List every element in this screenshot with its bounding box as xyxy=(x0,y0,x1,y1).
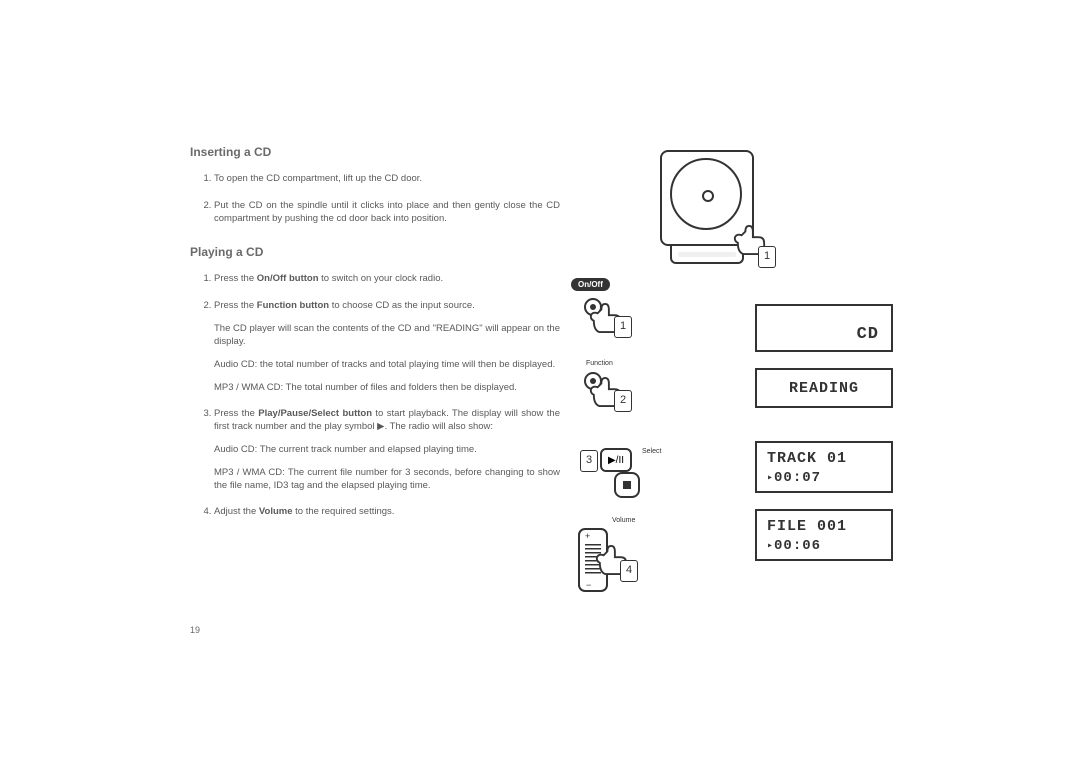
play-triangle-icon: ▸ xyxy=(767,540,774,553)
playing-list: Press the On/Off button to switch on you… xyxy=(190,273,560,519)
lcd-screen-reading: READING xyxy=(755,368,893,408)
lcd-line2: ▸00:06 xyxy=(767,537,881,555)
list-item: To open the CD compartment, lift up the … xyxy=(214,173,560,186)
text: Press the xyxy=(214,273,257,284)
bold-text: On/Off button xyxy=(257,273,319,284)
list-item: Press the Play/Pause/Select button to st… xyxy=(214,408,560,492)
page-number: 19 xyxy=(190,625,200,635)
function-label: Function xyxy=(586,360,613,367)
text: Adjust the xyxy=(214,506,259,517)
sub-paragraph: MP3 / WMA CD: The current file number fo… xyxy=(214,467,560,493)
step-badge: 1 xyxy=(758,246,776,268)
cd-disc-icon xyxy=(670,158,742,230)
list-item: Put the CD on the spindle until it click… xyxy=(214,200,560,226)
lcd-line1: TRACK 01 xyxy=(767,449,881,469)
sub-paragraph: Audio CD: the total number of tracks and… xyxy=(214,359,560,372)
inserting-list: To open the CD compartment, lift up the … xyxy=(190,173,560,225)
play-pause-button-icon: ▶/II xyxy=(600,448,632,472)
onoff-label: On/Off xyxy=(571,278,610,291)
list-item: Adjust the Volume to the required settin… xyxy=(214,506,560,519)
list-item: Press the Function button to choose CD a… xyxy=(214,300,560,394)
step-badge: 3 xyxy=(580,450,598,472)
text: Press the xyxy=(214,300,257,311)
lcd-line1: FILE 001 xyxy=(767,517,881,537)
text: to the required settings. xyxy=(293,506,395,517)
select-label: Select xyxy=(642,448,661,455)
step-badge: 1 xyxy=(614,316,632,338)
text: to choose CD as the input source. xyxy=(329,300,475,311)
stop-button-icon xyxy=(614,472,640,498)
bold-text: Volume xyxy=(259,506,293,517)
lcd-text: CD xyxy=(857,325,879,344)
lcd-screen-track: TRACK 01 ▸00:07 xyxy=(755,441,893,493)
lcd-text: READING xyxy=(757,380,891,397)
lcd-time: 00:06 xyxy=(774,538,821,554)
lcd-line2: ▸00:07 xyxy=(767,469,881,487)
step-badge: 4 xyxy=(620,560,638,582)
sub-paragraph: MP3 / WMA CD: The total number of files … xyxy=(214,382,560,395)
section-title-playing: Playing a CD xyxy=(190,245,560,259)
bold-text: Function button xyxy=(257,300,329,311)
play-triangle-icon: ▸ xyxy=(767,472,774,485)
lcd-time: 00:07 xyxy=(774,470,821,486)
sub-paragraph: The CD player will scan the contents of … xyxy=(214,323,560,349)
section-title-inserting: Inserting a CD xyxy=(190,145,560,159)
lcd-screen-cd: CD xyxy=(755,304,893,352)
plus-icon: + xyxy=(585,531,590,541)
minus-icon: − xyxy=(586,580,591,590)
list-item: Press the On/Off button to switch on you… xyxy=(214,273,560,286)
step-badge: 2 xyxy=(614,390,632,412)
text: to switch on your clock radio. xyxy=(319,273,444,284)
sub-paragraph: Audio CD: The current track number and e… xyxy=(214,444,560,457)
text: Press the xyxy=(214,408,258,419)
text-column: Inserting a CD To open the CD compartmen… xyxy=(190,145,560,533)
bold-text: Play/Pause/Select button xyxy=(258,408,372,419)
lcd-screen-file: FILE 001 ▸00:06 xyxy=(755,509,893,561)
volume-label: Volume xyxy=(612,517,635,524)
